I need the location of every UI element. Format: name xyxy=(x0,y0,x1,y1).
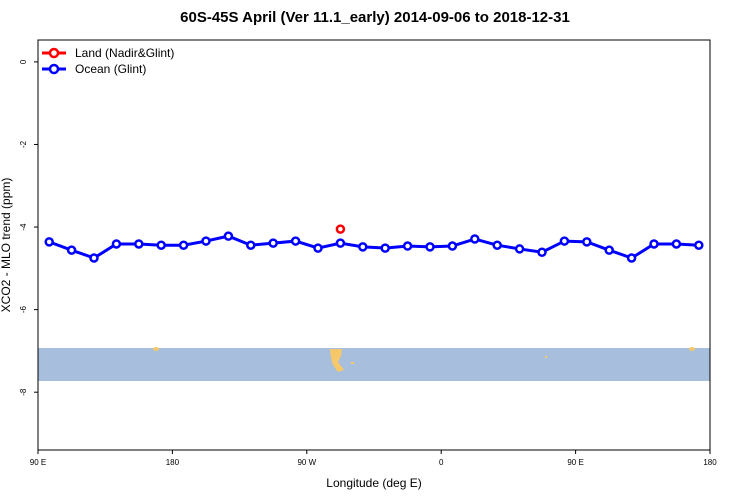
data-point xyxy=(604,245,614,255)
data-point xyxy=(425,242,435,252)
map-band xyxy=(38,348,710,381)
y-tick-label: 0 xyxy=(19,59,28,64)
x-tick-label: 90 E xyxy=(30,458,46,467)
y-tick-label: -4 xyxy=(19,223,28,231)
y-tick-label: -8 xyxy=(19,388,28,396)
map-land xyxy=(153,347,695,372)
data-point xyxy=(582,237,592,247)
plot-frame xyxy=(37,39,711,451)
y-tick-label: -6 xyxy=(19,306,28,314)
data-point xyxy=(111,239,122,249)
data-point xyxy=(268,238,278,248)
x-tick-label: 90 W xyxy=(297,458,316,467)
data-point xyxy=(626,253,637,263)
data-point xyxy=(134,239,144,249)
x-tick-label: 0 xyxy=(439,458,444,467)
data-point xyxy=(380,243,390,253)
data-point xyxy=(156,240,166,250)
data-point xyxy=(201,236,211,246)
data-point xyxy=(89,253,99,263)
data-point xyxy=(335,238,346,248)
data-point xyxy=(671,239,682,249)
data-point xyxy=(290,236,301,246)
data-point xyxy=(514,244,525,254)
legend-label: Ocean (Glint) xyxy=(75,62,146,76)
data-point xyxy=(649,239,659,249)
legend-label: Land (Nadir&Glint) xyxy=(75,46,174,60)
data-point xyxy=(470,234,480,244)
data-point xyxy=(335,224,346,234)
data-point xyxy=(537,247,547,257)
x-tick-label: 90 E xyxy=(567,458,583,467)
x-tick-label: 180 xyxy=(166,458,180,467)
y-axis-label: XCO2 - MLO trend (ppm) xyxy=(0,178,13,313)
data-point xyxy=(492,240,502,250)
data-point xyxy=(447,241,458,251)
data-point xyxy=(223,231,234,241)
data-point xyxy=(358,242,368,252)
data-point xyxy=(402,241,413,251)
x-tick-label: 180 xyxy=(703,458,717,467)
chart-title: 60S-45S April (Ver 11.1_early) 2014-09-0… xyxy=(180,9,570,26)
y-tick-label: -2 xyxy=(19,140,28,148)
data-point xyxy=(44,237,54,247)
data-point xyxy=(178,240,189,250)
series-line xyxy=(48,234,699,260)
x-axis-label: Longitude (deg E) xyxy=(326,476,421,490)
data-point xyxy=(694,240,704,250)
data-point xyxy=(66,245,77,255)
data-point xyxy=(246,240,256,250)
data-point xyxy=(559,236,570,246)
legend-marker xyxy=(48,47,60,59)
data-point xyxy=(313,243,323,253)
legend-marker xyxy=(48,63,60,75)
